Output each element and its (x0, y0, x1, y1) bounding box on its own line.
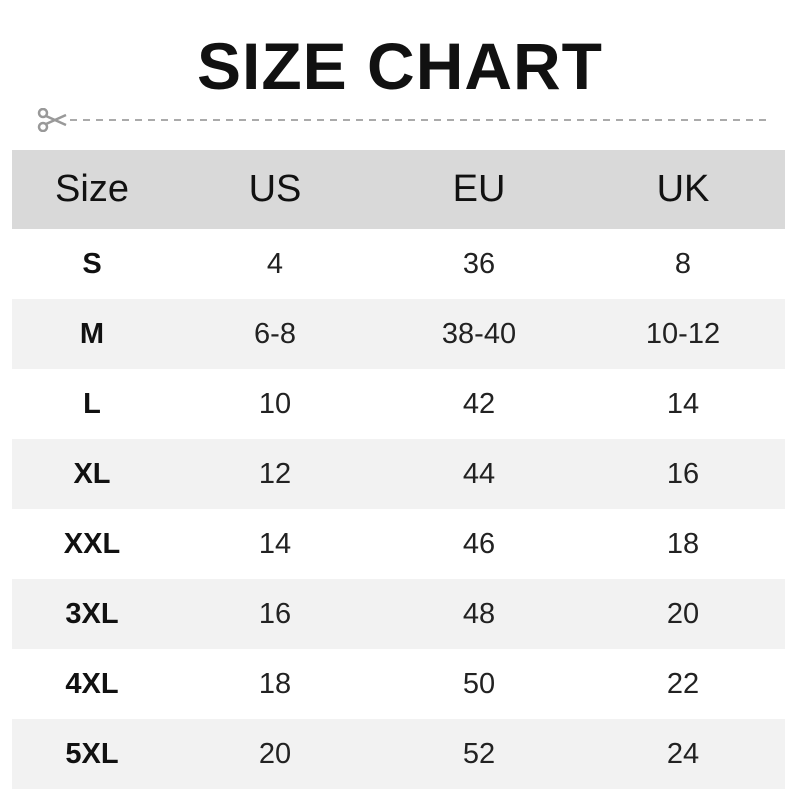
table-row: S 4 36 8 (12, 229, 785, 299)
cut-line (37, 108, 766, 132)
cell-size: 4XL (65, 667, 119, 700)
cell-size: M (79, 317, 105, 350)
cell-us: 6-8 (254, 317, 296, 350)
cell-us: 4 (266, 247, 284, 280)
cell-eu: 38-40 (441, 317, 517, 350)
cell-eu: 44 (462, 457, 496, 490)
cell-eu: 52 (462, 737, 496, 770)
cell-eu: 50 (462, 667, 496, 700)
cell-size: S (82, 247, 102, 280)
table-row: 3XL 16 48 20 (12, 579, 785, 649)
table-row: XXL 14 46 18 (12, 509, 785, 579)
cell-eu: 48 (462, 597, 496, 630)
cell-uk: 10-12 (645, 317, 721, 350)
cell-eu: 46 (462, 527, 496, 560)
header-us: US (248, 168, 302, 210)
cell-uk: 18 (666, 527, 700, 560)
cell-uk: 14 (666, 387, 700, 420)
table-header: Size US EU UK (12, 150, 785, 229)
header-eu: EU (452, 168, 506, 210)
cell-eu: 36 (462, 247, 496, 280)
size-table: Size US EU UK S 4 36 8 M 6-8 38-40 10-12 L 10 42 14… (12, 150, 785, 789)
cell-size: XXL (63, 527, 121, 560)
cell-us: 20 (258, 737, 292, 770)
cell-uk: 8 (674, 247, 692, 280)
table-row: 5XL 20 52 24 (12, 719, 785, 789)
cell-uk: 20 (666, 597, 700, 630)
cell-size: XL (73, 457, 111, 490)
cell-eu: 42 (462, 387, 496, 420)
page-title: SIZE CHART (197, 29, 603, 103)
cell-us: 16 (258, 597, 292, 630)
cell-size: 3XL (65, 597, 119, 630)
table-row: XL 12 44 16 (12, 439, 785, 509)
cell-us: 14 (258, 527, 292, 560)
cell-us: 10 (258, 387, 292, 420)
cell-uk: 24 (666, 737, 700, 770)
table-row: M 6-8 38-40 10-12 (12, 299, 785, 369)
header-size: Size (55, 168, 129, 210)
cell-us: 12 (258, 457, 292, 490)
cell-size: 5XL (65, 737, 119, 770)
cell-uk: 16 (666, 457, 700, 490)
table-row: L 10 42 14 (12, 369, 785, 439)
scissors-icon (37, 108, 67, 132)
cell-us: 18 (258, 667, 292, 700)
cell-size: L (83, 387, 101, 420)
header-uk: UK (656, 168, 710, 210)
table-row: 4XL 18 50 22 (12, 649, 785, 719)
cell-uk: 22 (666, 667, 700, 700)
